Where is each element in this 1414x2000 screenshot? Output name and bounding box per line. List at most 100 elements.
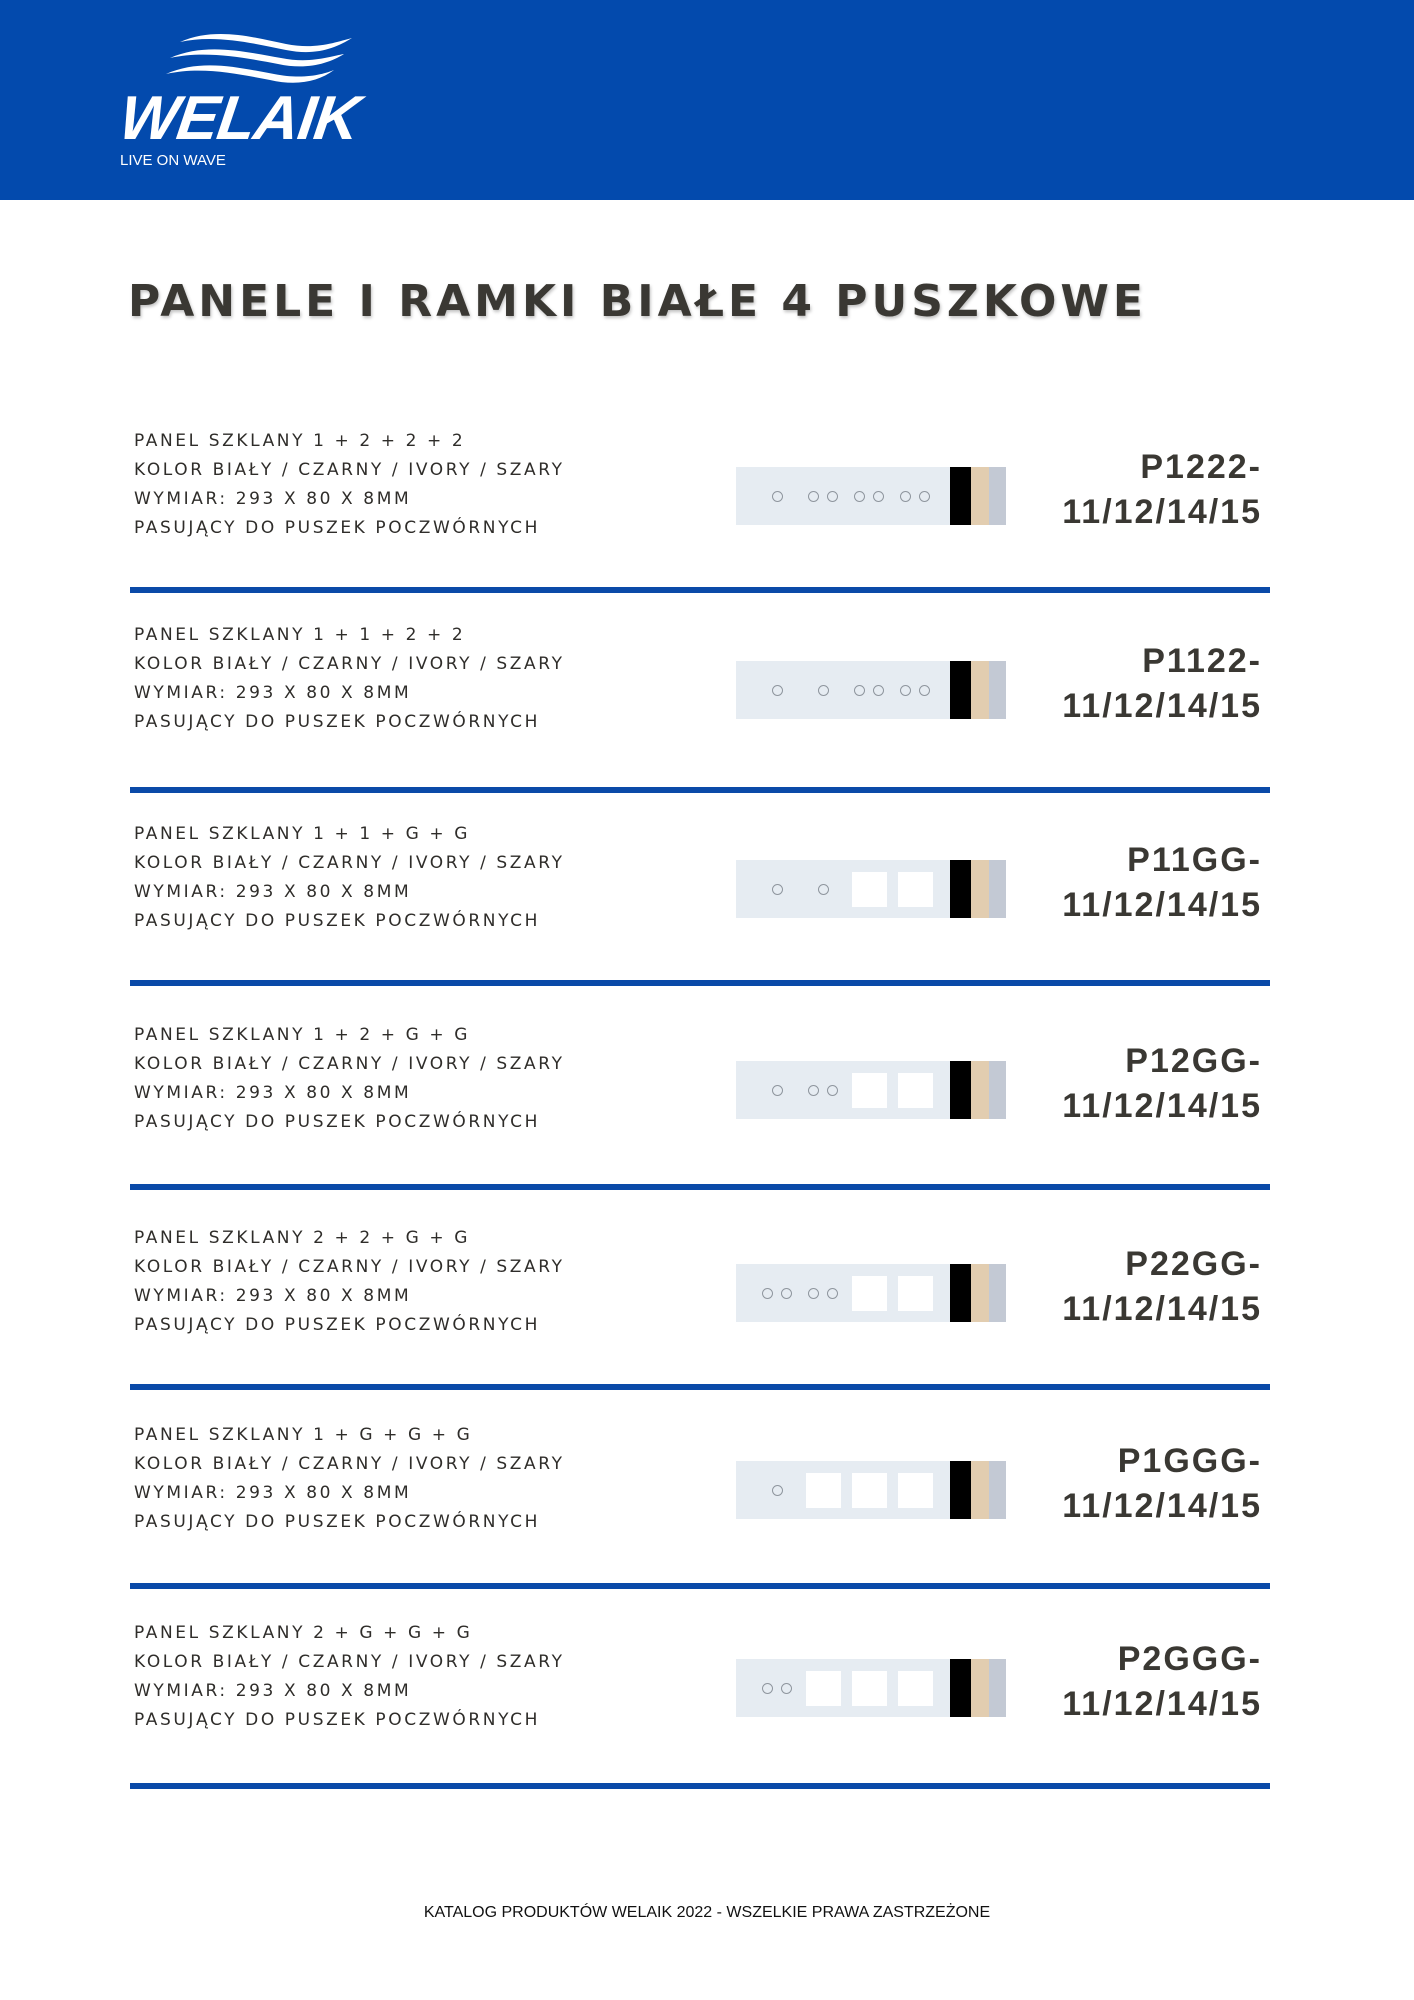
panel-slot xyxy=(846,860,892,918)
panel-slot xyxy=(892,1264,938,1322)
swatch-gray xyxy=(989,467,1006,525)
touch-button-icon xyxy=(808,1084,819,1096)
product-row: PANEL SZKLANY 1 + 2 + G + G KOLOR BIAŁY /… xyxy=(0,1021,1414,1171)
panel-slot xyxy=(754,661,800,719)
panel-image xyxy=(736,467,1006,525)
glass-panel xyxy=(736,467,950,525)
socket-square-icon xyxy=(897,1275,933,1311)
panel-slot xyxy=(754,860,800,918)
panel-slot xyxy=(846,1264,892,1322)
header-banner: WELAIK LIVE ON WAVE xyxy=(0,0,1414,200)
touch-button-icon xyxy=(762,1682,773,1694)
description-line: PANEL SZKLANY 2 + 2 + G + G xyxy=(134,1228,471,1248)
product-code: P1222- 11/12/14/15 xyxy=(1062,445,1262,535)
panel-slot xyxy=(754,1461,800,1519)
swatch-gray xyxy=(989,1061,1006,1119)
swatch-gray xyxy=(989,1264,1006,1322)
swatch-ivory xyxy=(971,1061,989,1119)
touch-button-icon xyxy=(900,684,911,696)
code-variants: 11/12/14/15 xyxy=(1062,1087,1262,1125)
socket-square-icon xyxy=(897,1072,933,1108)
touch-button-icon xyxy=(817,684,829,696)
product-row: PANEL SZKLANY 1 + G + G + G KOLOR BIAŁY /… xyxy=(0,1421,1414,1571)
description-line: PANEL SZKLANY 2 + G + G + G xyxy=(134,1623,473,1643)
description-line: PASUJĄCY DO PUSZEK POCZWÓRNYCH xyxy=(134,911,541,931)
description-line: KOLOR BIAŁY / CZARNY / IVORY / SZARY xyxy=(134,853,565,873)
description-line: PASUJĄCY DO PUSZEK POCZWÓRNYCH xyxy=(134,1512,541,1532)
panel-slot xyxy=(754,1659,800,1717)
touch-button-icon xyxy=(919,684,930,696)
socket-square-icon xyxy=(897,1670,933,1706)
welaik-logo: WELAIK LIVE ON WAVE xyxy=(115,28,408,178)
glass-panel xyxy=(736,1061,950,1119)
panel-slot xyxy=(892,1461,938,1519)
swatch-gray xyxy=(989,1659,1006,1717)
description-line: KOLOR BIAŁY / CZARNY / IVORY / SZARY xyxy=(134,654,565,674)
touch-button-icon xyxy=(771,1084,783,1096)
product-code: P11GG- 11/12/14/15 xyxy=(1062,838,1262,928)
glass-panel xyxy=(736,860,950,918)
swatch-black xyxy=(950,860,971,918)
panel-slot xyxy=(800,1461,846,1519)
product-row: PANEL SZKLANY 1 + 1 + 2 + 2 KOLOR BIAŁY /… xyxy=(0,621,1414,771)
description-line: WYMIAR: 293 X 80 X 8MM xyxy=(134,882,412,902)
description-line: PANEL SZKLANY 1 + 1 + 2 + 2 xyxy=(134,625,466,645)
panel-slot xyxy=(800,1061,846,1119)
panel-slot xyxy=(892,1659,938,1717)
description-line: PASUJĄCY DO PUSZEK POCZWÓRNYCH xyxy=(134,1112,541,1132)
description-line: WYMIAR: 293 X 80 X 8MM xyxy=(134,1483,412,1503)
panel-slot xyxy=(800,860,846,918)
brand-name: WELAIK xyxy=(115,84,364,153)
description-line: PASUJĄCY DO PUSZEK POCZWÓRNYCH xyxy=(134,1710,541,1730)
description-line: PANEL SZKLANY 1 + 1 + G + G xyxy=(134,824,471,844)
touch-button-icon xyxy=(873,684,884,696)
panel-image xyxy=(736,1264,1006,1322)
description-line: PANEL SZKLANY 1 + 2 + G + G xyxy=(134,1025,471,1045)
divider xyxy=(130,587,1270,593)
touch-button-icon xyxy=(854,684,865,696)
touch-button-icon xyxy=(781,1287,792,1299)
panel-image xyxy=(736,1061,1006,1119)
code-prefix: P1GGG- xyxy=(1117,1442,1262,1480)
panel-slot xyxy=(754,1061,800,1119)
footer-copyright: KATALOG PRODUKTÓW WELAIK 2022 - WSZELKIE… xyxy=(423,1904,991,1921)
product-row: PANEL SZKLANY 2 + G + G + G KOLOR BIAŁY /… xyxy=(0,1619,1414,1769)
socket-square-icon xyxy=(897,871,933,907)
code-variants: 11/12/14/15 xyxy=(1062,493,1262,531)
touch-button-icon xyxy=(873,490,884,502)
product-description: PANEL SZKLANY 1 + 1 + 2 + 2 KOLOR BIAŁY /… xyxy=(134,621,565,737)
swatch-ivory xyxy=(971,467,989,525)
code-prefix: P22GG- xyxy=(1125,1245,1262,1283)
product-row: PANEL SZKLANY 1 + 2 + 2 + 2 KOLOR BIAŁY /… xyxy=(0,427,1414,577)
panel-slot xyxy=(846,1659,892,1717)
product-code: P22GG- 11/12/14/15 xyxy=(1062,1242,1262,1332)
glass-panel xyxy=(736,661,950,719)
description-line: PANEL SZKLANY 1 + 2 + 2 + 2 xyxy=(134,431,466,451)
description-line: PASUJĄCY DO PUSZEK POCZWÓRNYCH xyxy=(134,712,541,732)
description-line: KOLOR BIAŁY / CZARNY / IVORY / SZARY xyxy=(134,1454,565,1474)
swatch-ivory xyxy=(971,860,989,918)
swatch-black xyxy=(950,1659,971,1717)
panel-slot xyxy=(800,1659,846,1717)
panel-image xyxy=(736,1461,1006,1519)
panel-image xyxy=(736,661,1006,719)
glass-panel xyxy=(736,1461,950,1519)
panel-slot xyxy=(800,661,846,719)
socket-square-icon xyxy=(805,1472,841,1508)
product-code: P12GG- 11/12/14/15 xyxy=(1062,1039,1262,1129)
product-description: PANEL SZKLANY 1 + 2 + 2 + 2 KOLOR BIAŁY /… xyxy=(134,427,565,543)
code-prefix: P12GG- xyxy=(1125,1042,1262,1080)
swatch-gray xyxy=(989,661,1006,719)
description-line: WYMIAR: 293 X 80 X 8MM xyxy=(134,1681,412,1701)
divider xyxy=(130,980,1270,986)
product-description: PANEL SZKLANY 1 + 2 + G + G KOLOR BIAŁY /… xyxy=(134,1021,565,1137)
brand-tagline: LIVE ON WAVE xyxy=(120,152,226,169)
code-variants: 11/12/14/15 xyxy=(1062,886,1262,924)
product-row: PANEL SZKLANY 2 + 2 + G + G KOLOR BIAŁY /… xyxy=(0,1224,1414,1374)
touch-button-icon xyxy=(781,1682,792,1694)
description-line: KOLOR BIAŁY / CZARNY / IVORY / SZARY xyxy=(134,460,565,480)
description-line: WYMIAR: 293 X 80 X 8MM xyxy=(134,1083,412,1103)
touch-button-icon xyxy=(771,1484,783,1496)
description-line: PANEL SZKLANY 1 + G + G + G xyxy=(134,1425,473,1445)
panel-slot xyxy=(892,1061,938,1119)
